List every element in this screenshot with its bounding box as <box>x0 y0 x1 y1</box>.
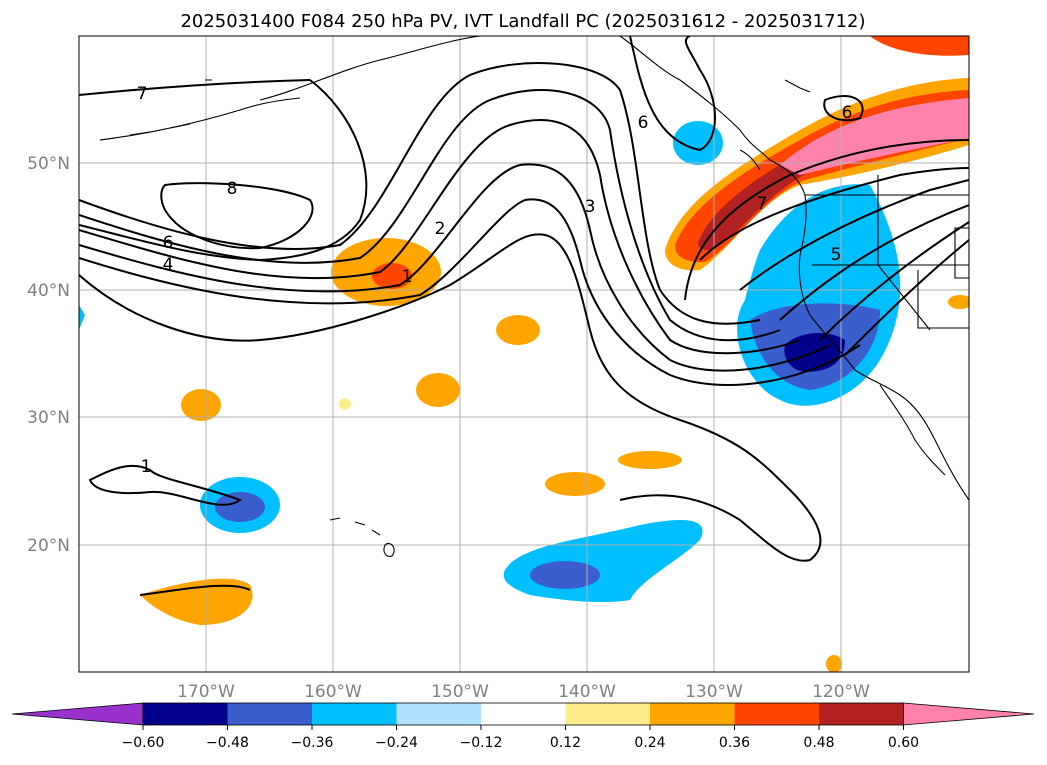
colorbar-segment <box>396 703 482 725</box>
colorbar-tick-label: −0.36 <box>291 735 334 751</box>
contour-label: 6 <box>638 113 649 133</box>
positive-blob-1 <box>496 315 540 345</box>
contour-ridge-5 <box>79 198 861 386</box>
map-frame <box>78 35 970 673</box>
contour-6-north <box>629 36 716 152</box>
contour-upper-trough <box>79 79 368 262</box>
gridlines <box>79 36 969 672</box>
contour-label: 6 <box>163 233 174 253</box>
contour-label: 8 <box>227 179 238 199</box>
contour-1-southwest <box>88 464 243 506</box>
positive-anomaly-north-band-pink <box>780 98 969 175</box>
lon-tick-label: 150°W <box>431 682 489 702</box>
colorbar-segment <box>143 703 228 725</box>
contour-7-west <box>79 79 311 96</box>
coast-alaska-gulf <box>619 36 771 161</box>
coast-bc-islands <box>739 79 811 171</box>
contour-label: 5 <box>831 245 842 265</box>
contour-east-4 <box>779 204 969 321</box>
lon-tick-label: 120°W <box>812 682 870 702</box>
coast-alaska <box>99 36 481 141</box>
positive-blob-8 <box>826 655 842 672</box>
lat-tick-label: 40°N <box>27 281 70 301</box>
contour-label: 7 <box>137 84 148 104</box>
positive-blob-9 <box>339 398 351 410</box>
contour-label: 4 <box>163 255 174 275</box>
map-panel: 7 8 6 4 2 1 3 6 7 6 5 1 <box>78 35 970 673</box>
lat-tick-label: 30°N <box>27 408 70 428</box>
colorbar-segment <box>312 703 397 725</box>
colorbar-segment <box>734 703 820 725</box>
contour-labels: 7 8 6 4 2 1 3 6 7 6 5 1 <box>137 84 853 477</box>
lon-tick-label: 160°W <box>304 682 362 702</box>
colorbar-tick-label: −0.24 <box>375 735 418 751</box>
lon-tick-label: 170°W <box>177 682 235 702</box>
contour-ridge-3 <box>79 119 801 355</box>
colorbar-segment <box>565 703 651 725</box>
contour-8 <box>160 182 314 250</box>
colorbar-segment <box>650 703 735 725</box>
lat-tick-label: 50°N <box>27 154 70 174</box>
contour-ridge-1 <box>79 62 761 325</box>
coast-baja <box>879 384 946 476</box>
lon-tick-labels: 170°W 160°W 150°W 140°W 130°W 120°W <box>177 682 870 702</box>
positive-blob-4 <box>545 472 605 496</box>
figure-title: 2025031400 F084 250 hPa PV, IVT Landfall… <box>180 11 865 32</box>
contour-east-5 <box>819 221 969 341</box>
islands-aleutian <box>99 79 212 141</box>
shaded-anomalies <box>79 36 969 672</box>
colorbar-tick-label: −0.48 <box>206 735 249 751</box>
positive-blob-7 <box>948 295 969 309</box>
lat-tick-label: 20°N <box>27 536 70 556</box>
negative-anomaly-south-core <box>530 561 600 589</box>
negative-anomaly-sw-core <box>215 492 265 522</box>
positive-anomaly-top-right <box>870 36 969 56</box>
colorbar-tick-label: −0.12 <box>460 735 503 751</box>
colorbar-segment <box>819 703 904 725</box>
negative-blob-north <box>673 121 723 165</box>
positive-blob-5 <box>618 451 682 469</box>
negative-blob-left-edge <box>79 305 85 330</box>
positive-blob-2 <box>416 373 460 407</box>
contour-east-1 <box>684 139 969 301</box>
contour-label: 3 <box>585 197 596 217</box>
lon-tick-label: 140°W <box>558 682 616 702</box>
colorbar: −0.60 −0.48 −0.36 −0.24 −0.12 0.12 0.24 0.36 0.4… <box>11 702 1035 751</box>
contour-1-lower <box>79 233 822 562</box>
colorbar-segment <box>227 703 313 725</box>
colorbar-outline <box>142 702 904 726</box>
islands-hawaii <box>329 517 395 557</box>
contour-label: 2 <box>435 219 446 239</box>
lon-tick-label: 130°W <box>685 682 743 702</box>
contour-label: 1 <box>141 457 152 477</box>
colorbar-tick-label: 0.24 <box>634 735 665 751</box>
contour-east-2 <box>699 167 969 261</box>
contour-east-3 <box>739 179 969 291</box>
colorbar-tick-label: 0.48 <box>803 735 834 751</box>
colorbar-tick-label: −0.60 <box>122 735 165 751</box>
colorbar-tick-label: 0.36 <box>719 735 750 751</box>
contour-ridge-4 <box>79 163 831 372</box>
contour-ridge-2 <box>79 89 781 342</box>
contour-southwest-lower <box>139 584 251 596</box>
colorbar-tick-label: 0.60 <box>888 735 919 751</box>
contour-6-northeast <box>823 95 864 122</box>
positive-blob-3 <box>181 389 221 421</box>
contour-label: 7 <box>757 194 768 214</box>
contour-label: 6 <box>842 103 853 123</box>
contour-label: 1 <box>402 267 413 287</box>
lat-tick-labels: 50°N 40°N 30°N 20°N <box>27 154 70 556</box>
colorbar-extend-high <box>903 702 1035 726</box>
colorbar-extend-low <box>11 702 144 726</box>
pv-contours <box>79 36 969 596</box>
colorbar-segment <box>481 703 566 725</box>
contour-east-6 <box>844 239 969 356</box>
colorbar-tick-label: 0.12 <box>550 735 581 751</box>
